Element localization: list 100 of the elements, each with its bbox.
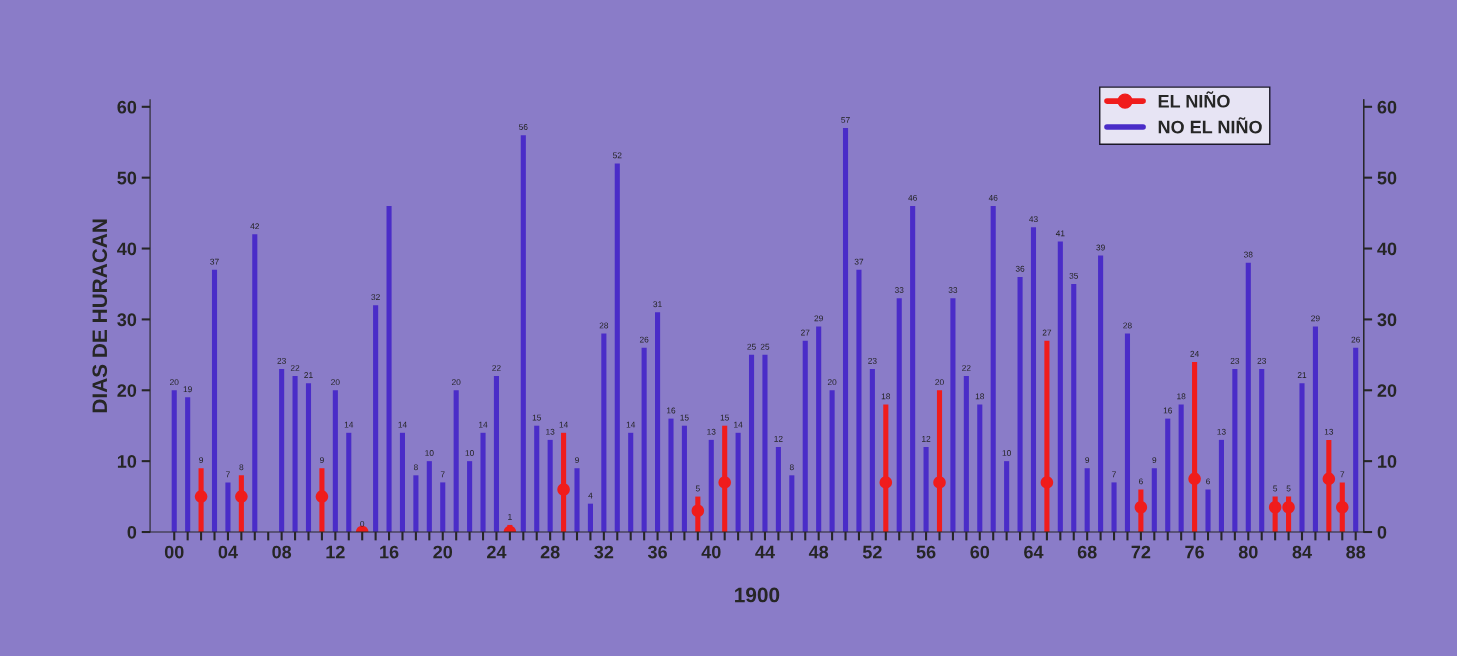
y-tick-label: 10	[117, 455, 137, 468]
data-label: 23	[1230, 357, 1240, 364]
bar	[816, 326, 822, 533]
data-label: 4	[588, 492, 593, 499]
bar	[1030, 227, 1037, 533]
bar	[1138, 489, 1144, 533]
bar	[1124, 333, 1131, 533]
data-label: 23	[868, 357, 877, 364]
data-label: 20	[331, 379, 340, 386]
data-label: 5	[1286, 485, 1291, 492]
x-tick-label: 00	[164, 545, 184, 559]
data-label: 28	[1123, 322, 1132, 329]
data-label: 21	[1297, 372, 1307, 378]
bar	[614, 163, 620, 533]
data-label: 1	[508, 513, 512, 520]
data-label: 46	[988, 194, 998, 201]
data-label: 42	[250, 223, 260, 230]
bar	[977, 404, 983, 533]
bar	[426, 461, 432, 533]
bar	[1232, 369, 1238, 533]
y2-tick-label: 20	[1377, 384, 1397, 397]
bar	[534, 425, 540, 533]
bar	[1151, 468, 1157, 533]
data-label: 56	[519, 124, 528, 130]
bar	[1218, 439, 1224, 533]
bar	[708, 439, 714, 533]
x-tick-label: 64	[1024, 545, 1044, 559]
data-label: 33	[948, 287, 958, 293]
x-tick-label: 24	[487, 545, 507, 559]
data-label: 22	[492, 365, 501, 371]
data-label: 12	[922, 435, 931, 442]
data-label: 57	[841, 117, 850, 123]
bar	[1084, 468, 1090, 533]
bar	[399, 432, 406, 533]
x-tick-label: 88	[1346, 545, 1366, 559]
bar	[292, 376, 298, 533]
data-label: 25	[760, 343, 770, 350]
data-label: 20	[170, 379, 179, 386]
data-label: 23	[277, 357, 286, 364]
x-tick-label: 36	[647, 545, 667, 559]
x-tick-label: 48	[808, 545, 829, 559]
x-tick-label: 04	[218, 545, 238, 559]
bar	[1286, 496, 1292, 533]
data-label: 29	[814, 315, 823, 322]
bar	[1004, 461, 1010, 533]
bar	[1272, 496, 1278, 533]
y-tick-label: 0	[127, 525, 137, 539]
data-label: 5	[695, 485, 700, 492]
data-label: 39	[1096, 244, 1105, 251]
data-label: 5	[1273, 485, 1278, 492]
bar	[238, 475, 244, 533]
x-tick-label: 76	[1185, 545, 1204, 559]
data-label: 10	[425, 450, 434, 456]
bar	[695, 496, 701, 533]
data-label: 22	[962, 365, 971, 371]
bar	[440, 482, 446, 533]
x-tick-label: 20	[433, 545, 453, 559]
x-tick-label: 60	[970, 545, 990, 559]
data-label: 10	[1002, 450, 1011, 456]
x-tick-label: 68	[1077, 545, 1097, 559]
data-label: 15	[680, 414, 689, 421]
bar	[842, 128, 849, 533]
bar	[373, 305, 379, 533]
bar	[601, 333, 607, 533]
bar	[628, 432, 634, 533]
bar	[171, 390, 177, 533]
bar	[681, 425, 687, 533]
x-tick-label: 44	[755, 545, 775, 559]
y-tick-label: 20	[117, 384, 137, 397]
bar	[655, 312, 661, 533]
bar	[1178, 404, 1184, 533]
data-label: 23	[1257, 357, 1266, 364]
data-label: 6	[1206, 478, 1210, 485]
data-label: 7	[1340, 471, 1345, 478]
bar	[883, 404, 889, 533]
data-label: 10	[465, 450, 474, 456]
bar	[1312, 326, 1318, 533]
bar	[789, 475, 795, 533]
bar	[950, 298, 956, 533]
x-tick-label: 08	[272, 545, 292, 559]
data-label: 13	[1217, 428, 1226, 435]
bar	[748, 354, 755, 533]
bar	[1111, 482, 1117, 533]
x-tick-label: 12	[326, 545, 345, 559]
bar	[561, 432, 567, 533]
y2-tick-label: 50	[1377, 171, 1397, 185]
y-tick-label: 40	[117, 242, 137, 256]
data-label: 19	[183, 386, 192, 393]
x-tick-label: 84	[1292, 545, 1312, 559]
bar	[722, 425, 728, 533]
y2-tick-label: 10	[1378, 455, 1397, 468]
bar	[185, 397, 191, 533]
data-label: 7	[440, 471, 445, 478]
data-label: 41	[1055, 230, 1065, 237]
data-label: 14	[344, 421, 354, 428]
data-label: 9	[319, 457, 324, 464]
data-label: 18	[881, 393, 891, 400]
data-label: 37	[210, 258, 219, 265]
data-label: 24	[1190, 350, 1199, 357]
y2-tick-label: 30	[1377, 313, 1397, 327]
